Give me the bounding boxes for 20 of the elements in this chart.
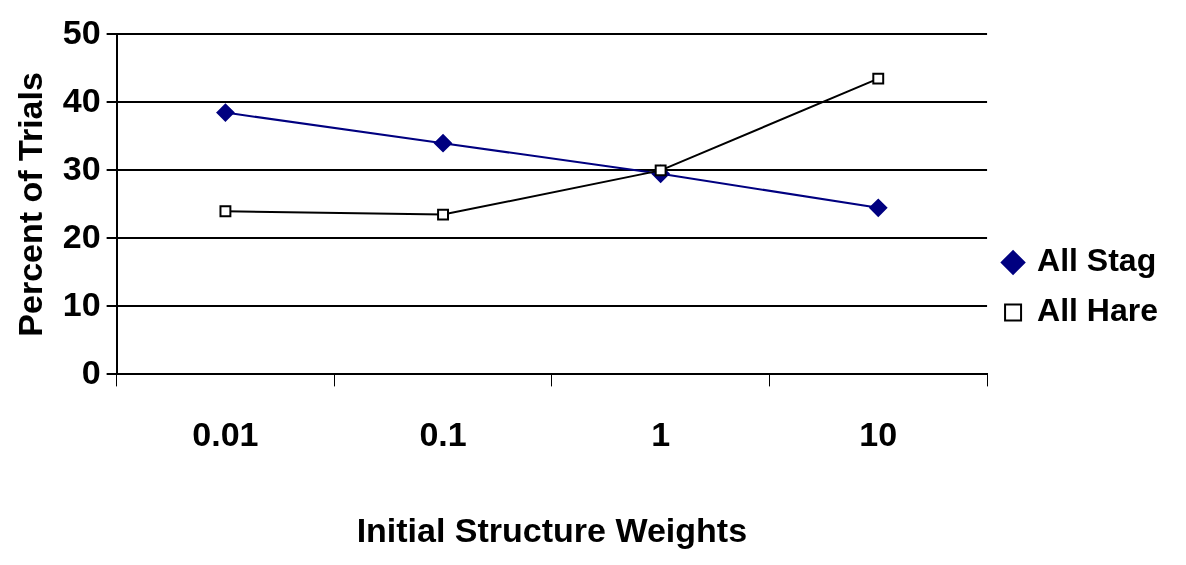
y-tick-label: 0 — [81, 352, 101, 391]
point — [219, 205, 232, 218]
point — [216, 103, 235, 122]
y-tick-label: 40 — [62, 80, 101, 119]
x-tick-label: 0.1 — [419, 415, 467, 454]
point — [437, 208, 449, 221]
y-tick-label: 50 — [62, 12, 101, 51]
y-tick-label: 20 — [62, 216, 101, 255]
legend-label: All Stag — [1037, 242, 1157, 279]
x-tick-label: 10 — [859, 415, 898, 454]
y-axis-title: Percent of Trials — [10, 72, 49, 337]
point — [434, 134, 453, 153]
point — [872, 72, 885, 85]
x-axis-title: Initial Structure Weights — [356, 510, 748, 549]
legend-label: All Hare — [1037, 292, 1158, 329]
x-tick-label: 1 — [651, 415, 671, 454]
x-tick-label: 0.01 — [192, 415, 259, 454]
y-tick-label: 30 — [62, 148, 101, 187]
y-tick-label: 10 — [62, 284, 101, 323]
point — [869, 198, 888, 217]
